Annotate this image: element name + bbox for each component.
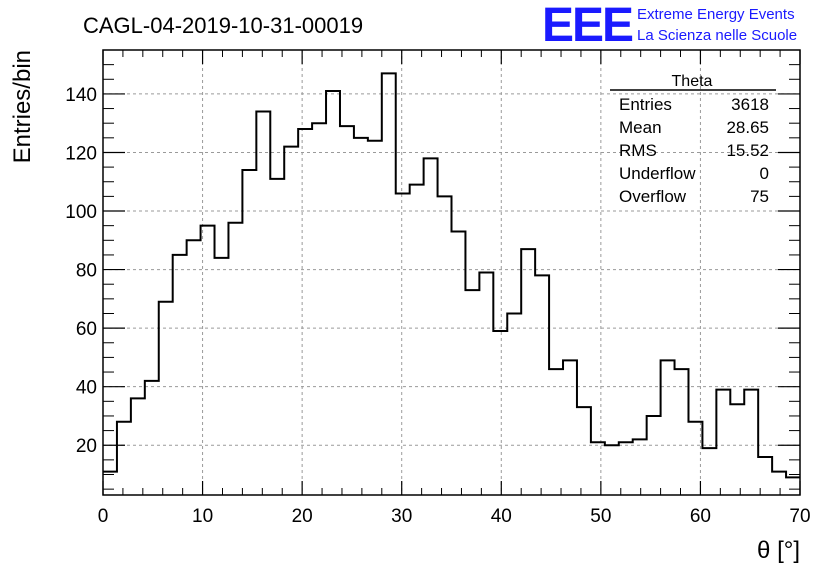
x-tick-label: 30 [391,506,412,527]
stats-title: Theta [672,73,713,90]
stats-value: 3618 [731,95,769,114]
histogram-line [103,72,800,479]
y-tick-label: 120 [65,143,97,164]
chart-title: CAGL-04-2019-10-31-00019 [83,13,363,38]
x-tick-label: 10 [192,506,213,527]
stats-label: Overflow [619,187,687,206]
x-tick-label: 60 [690,506,711,527]
y-tick-label: 20 [76,436,97,457]
y-tick-label: 100 [65,202,97,223]
grid [103,50,800,495]
stats-value: 28.65 [726,118,769,137]
logo: EEE Extreme Energy Events La Scienza nel… [542,0,797,52]
x-tick-label: 70 [789,506,810,527]
x-tick-label: 40 [491,506,512,527]
logo-line-2: La Scienza nelle Scuole [637,27,797,44]
stats-value: 75 [750,187,769,206]
stats-label: Mean [619,118,662,137]
axis-ticks [102,49,801,495]
stats-label: RMS [619,141,657,160]
stats-value: 15.52 [726,141,769,160]
stats-box: Theta Entries 3618 Mean 28.65 RMS 15.52 Underf… [610,73,776,206]
stats-label: Underflow [619,164,696,183]
x-tick-label: 0 [98,506,109,527]
y-tick-label: 40 [76,378,97,399]
stats-label: Entries [619,95,672,114]
x-axis-title: θ [°] [757,537,800,564]
logo-line-1: Extreme Energy Events [637,6,795,23]
logo-mark: EEE [542,0,633,52]
y-tick-label: 140 [65,85,97,106]
x-tick-label: 50 [590,506,611,527]
y-tick-label: 80 [76,261,97,282]
tick-labels: 0 10 20 30 40 50 60 70 20 40 60 80 100 120 140 [65,85,810,527]
plot-frame [102,49,801,496]
stats-rows: Entries 3618 Mean 28.65 RMS 15.52 Underflow 0 Ov… [619,95,769,206]
y-tick-label: 60 [76,319,97,340]
y-axis-title: Entries/bin [9,50,36,163]
stats-value: 0 [760,164,769,183]
x-tick-label: 20 [292,506,313,527]
